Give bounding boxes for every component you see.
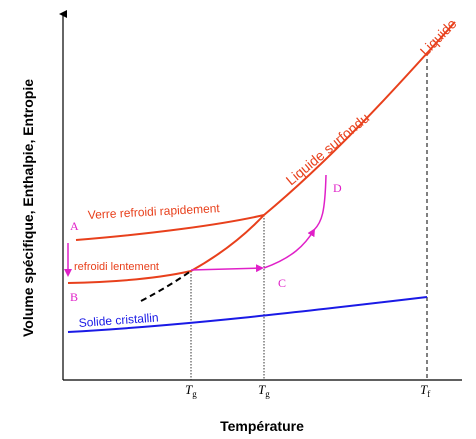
label-solide: Solide cristallin <box>78 310 159 330</box>
solide-cristallin-curve <box>67 296 428 333</box>
x-axis-label: Température <box>220 418 304 434</box>
point-a: A <box>70 219 79 233</box>
path-to-c <box>190 264 264 273</box>
label-verre-rapide: Verre refroidi rapidement <box>87 201 220 222</box>
verre-lent-curve <box>67 270 192 284</box>
liquide-curve <box>190 21 456 272</box>
path-c-to-d <box>263 228 316 269</box>
dashed-extrapolation <box>140 270 192 302</box>
tick-tf: Tf <box>420 382 430 399</box>
point-d: D <box>333 181 342 195</box>
point-c: C <box>278 276 286 290</box>
label-liquide: Liquide <box>417 15 460 59</box>
tick-tg-fast: Tg <box>185 382 197 399</box>
tick-tg-slow: Tg <box>258 382 270 399</box>
y-axis-label: Volume spécifique, Enthalpie, Entropie <box>20 79 36 337</box>
point-b: B <box>70 290 78 304</box>
label-liquide-surfondu: Liquide surfondu <box>283 109 373 188</box>
path-d-rise <box>313 174 327 231</box>
verre-rapide-curve <box>75 214 265 241</box>
label-verre-lent: refroidi lentement <box>74 261 159 273</box>
